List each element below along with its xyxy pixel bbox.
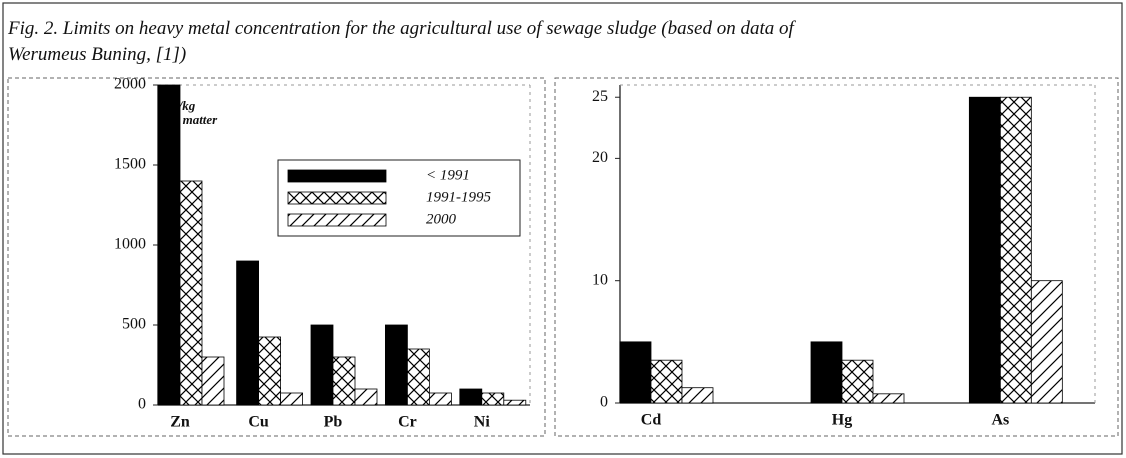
legend-label: 1991-1995 <box>426 189 491 205</box>
bar <box>428 392 452 406</box>
legend-label: < 1991 <box>426 167 470 183</box>
bar <box>157 84 181 406</box>
x-tick-label: Zn <box>170 414 190 431</box>
x-tick-label: Pb <box>324 414 343 431</box>
bar <box>872 393 905 404</box>
x-tick-label: As <box>991 412 1009 429</box>
x-tick-label: Cu <box>248 414 269 431</box>
y-tick-label: 0 <box>138 396 146 413</box>
bar <box>619 341 652 404</box>
y-tick-label: 500 <box>122 316 146 333</box>
panel-border <box>7 77 546 437</box>
bar <box>681 387 714 404</box>
bar <box>258 336 282 406</box>
legend-label: 2000 <box>426 211 457 227</box>
y-tick-label: 20 <box>592 149 608 166</box>
bar <box>999 96 1032 404</box>
bar <box>503 399 527 406</box>
bar <box>310 324 334 406</box>
x-tick-label: Hg <box>832 412 852 429</box>
bar <box>201 356 225 406</box>
caption-line: Werumeus Buning, [1]) <box>8 44 186 65</box>
bar <box>841 359 874 404</box>
bar <box>354 388 378 406</box>
x-tick-label: Ni <box>474 414 491 431</box>
caption-line: Fig. 2. Limits on heavy metal concentrat… <box>7 18 796 39</box>
y-tick-label: 0 <box>600 394 608 411</box>
bar <box>481 392 505 406</box>
bar <box>179 180 203 406</box>
bar <box>1030 280 1063 404</box>
y-tick-label: 25 <box>592 88 608 105</box>
panel-border <box>554 77 1119 437</box>
y-tick-label: 10 <box>592 271 608 288</box>
bar <box>280 392 304 406</box>
bar <box>406 348 430 406</box>
bar <box>236 260 260 406</box>
bar <box>332 356 356 406</box>
bar <box>459 388 483 406</box>
legend-swatch <box>287 169 387 183</box>
bar <box>650 359 683 404</box>
bar <box>810 341 843 404</box>
legend-swatch <box>287 191 387 205</box>
y-tick-label: 1500 <box>114 156 146 173</box>
y-tick-label: 2000 <box>114 76 146 93</box>
bar <box>384 324 408 406</box>
legend-swatch <box>287 213 387 227</box>
y-tick-label: 1000 <box>114 236 146 253</box>
bar <box>968 96 1001 404</box>
x-tick-label: Cr <box>398 414 417 431</box>
x-tick-label: Cd <box>641 412 662 429</box>
